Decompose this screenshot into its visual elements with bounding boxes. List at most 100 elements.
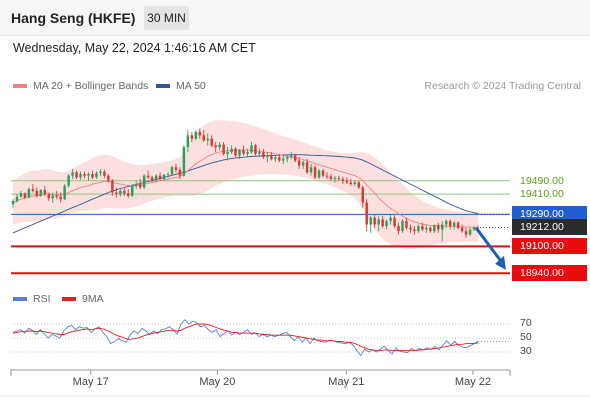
candle-body: [91, 174, 94, 178]
candle-body: [166, 174, 170, 175]
candle-body: [115, 192, 118, 195]
candle-body: [444, 221, 448, 225]
candle-body: [19, 193, 23, 197]
candle-body: [468, 229, 472, 235]
ma20-swatch: [13, 84, 27, 88]
candle-body: [174, 167, 178, 170]
forecast-arrow-shaft: [474, 226, 505, 265]
candle-body: [274, 157, 277, 159]
candle-body: [377, 219, 380, 225]
candle-body: [464, 231, 468, 235]
ma20-line: [12, 149, 479, 228]
candle-body: [178, 169, 182, 176]
candle-body: [421, 226, 424, 230]
candle-body: [43, 189, 47, 195]
candle-body: [142, 175, 146, 188]
research-credit: Research © 2024 Trading Central: [424, 80, 581, 92]
candle-body: [119, 190, 122, 195]
candle-body: [226, 152, 229, 154]
candle-body: [270, 155, 273, 159]
candle-body: [198, 131, 202, 136]
level-label-support: 18940.00: [512, 265, 587, 282]
candle-body: [11, 200, 15, 205]
candle-body: [289, 155, 293, 158]
candle-body: [238, 150, 241, 156]
candle-body: [246, 152, 249, 154]
candle-body: [472, 227, 476, 230]
candle-body: [206, 138, 209, 141]
candle-body: [397, 226, 400, 232]
legend-9ma-label: 9MA: [82, 293, 104, 305]
candle-body: [333, 178, 337, 180]
candle-body: [337, 178, 341, 180]
header-bar: Hang Seng (HKFE) 30 MIN: [0, 0, 590, 36]
legend-9ma: 9MA: [62, 293, 104, 305]
candle-body: [317, 170, 321, 178]
candle-body: [254, 145, 257, 154]
x-tick-label: May 22: [454, 376, 491, 388]
candle-body: [329, 176, 333, 180]
candle-body: [107, 175, 110, 181]
candle-body: [242, 150, 245, 154]
candle-body: [309, 167, 313, 173]
candle-body: [79, 174, 82, 178]
candle-body: [381, 219, 384, 227]
candle-body: [186, 135, 190, 148]
candle-body: [194, 131, 198, 139]
candle-body: [71, 172, 74, 176]
candle-body: [456, 222, 460, 228]
rsi-line: [12, 319, 479, 357]
chart-datetime: Wednesday, May 22, 2024 1:46:16 AM CET: [13, 41, 256, 55]
candle-body: [417, 226, 420, 232]
candle-body: [75, 172, 78, 178]
candle-body: [266, 155, 269, 158]
candle-body: [67, 175, 70, 186]
candle-body: [23, 193, 27, 198]
candle-body: [286, 157, 289, 159]
candle-body: [278, 157, 281, 161]
candle-body: [39, 189, 43, 196]
candle-body: [234, 148, 237, 156]
rsi-swatch: [13, 297, 27, 301]
candle-body: [401, 221, 404, 232]
level-label-pivot: 19290.00: [512, 206, 587, 223]
candle-body: [385, 221, 388, 227]
rsi-tick-label: 30: [520, 345, 532, 357]
candle-body: [448, 221, 452, 227]
candle-body: [95, 173, 98, 178]
candle-body: [51, 195, 54, 199]
candle-body: [476, 227, 480, 229]
candle-body: [31, 189, 35, 191]
candle-body: [345, 180, 349, 183]
candle-body: [452, 222, 456, 227]
candle-body: [437, 225, 440, 230]
candle-body: [103, 171, 106, 176]
candle-body: [405, 221, 408, 228]
candle-body: [83, 174, 86, 176]
candle-body: [361, 187, 364, 203]
candle-body: [460, 227, 464, 232]
candle-body: [35, 190, 39, 196]
candle-body: [15, 196, 19, 201]
legend-ma20: MA 20 + Bollinger Bands: [13, 80, 148, 92]
x-tick-label: May 20: [199, 376, 236, 388]
candle-body: [222, 144, 225, 154]
candle-body: [182, 147, 186, 176]
candle-body: [429, 227, 432, 232]
candle-body: [123, 190, 126, 194]
candle-body: [210, 138, 213, 146]
timeframe-button[interactable]: 30 MIN: [144, 6, 189, 30]
candle-body: [441, 224, 444, 230]
candle-body: [258, 152, 261, 154]
candle-body: [357, 182, 361, 188]
candle-body: [413, 229, 416, 232]
candle-body: [349, 182, 353, 185]
candle-body: [425, 227, 428, 230]
candle-body: [409, 227, 412, 230]
rsi-tick-label: 50: [520, 331, 532, 343]
candle-body: [230, 148, 233, 153]
candle-body: [27, 189, 31, 198]
candle-body: [393, 217, 396, 227]
candle-body: [111, 180, 114, 193]
